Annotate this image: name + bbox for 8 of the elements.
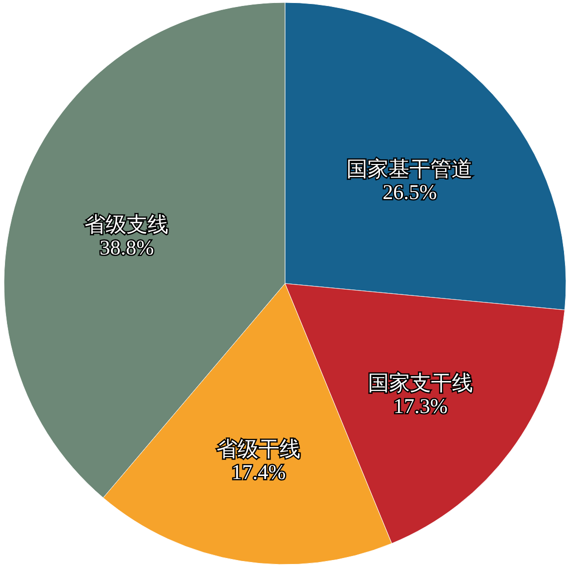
slice-label: 国家基干管道 bbox=[346, 157, 473, 182]
data-label: 17.4% bbox=[232, 460, 286, 484]
data-label: 17.3% bbox=[393, 394, 448, 418]
slice-label: 国家支干线 bbox=[368, 370, 473, 395]
slice-label: 省级支线 bbox=[84, 212, 169, 236]
data-label: 26.5% bbox=[382, 180, 437, 204]
data-label: 38.8% bbox=[100, 235, 154, 260]
slice-label: 省级干线 bbox=[216, 437, 301, 462]
